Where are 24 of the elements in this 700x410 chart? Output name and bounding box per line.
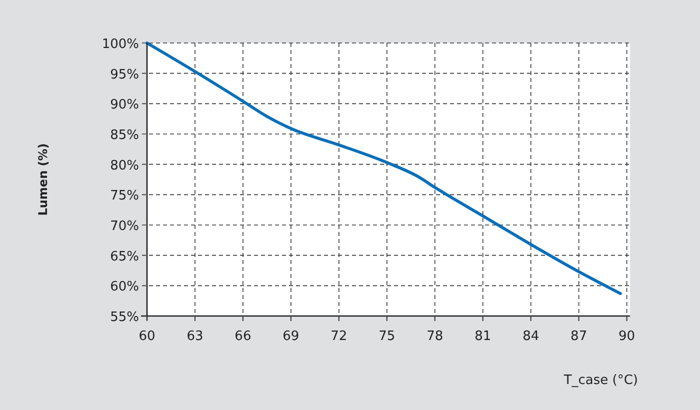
- x-tick-label: 81: [474, 329, 492, 344]
- x-tick-label: 84: [522, 329, 540, 344]
- x-tick-label: 60: [138, 329, 156, 344]
- x-tick-label: 63: [186, 329, 204, 344]
- x-tick-label: 69: [282, 329, 300, 344]
- y-tick-label: 80%: [110, 158, 139, 174]
- y-tick-label: 85%: [110, 128, 139, 143]
- y-tick-label: 65%: [110, 249, 139, 264]
- x-tick-label: 66: [234, 329, 252, 344]
- line-series: [146, 42, 622, 296]
- y-tick-label: 55%: [110, 310, 139, 325]
- y-tick-label: 70%: [110, 219, 139, 234]
- y-tick-label: 100%: [102, 37, 139, 52]
- x-axis-title: T_case (°C): [562, 373, 638, 388]
- x-tick-label: 87: [570, 329, 588, 344]
- y-tick-label: 60%: [110, 280, 139, 295]
- x-tick-label: 90: [618, 329, 636, 344]
- y-tick-label: 75%: [110, 188, 139, 204]
- y-tick-label: 95%: [110, 67, 139, 82]
- x-tick-label: 72: [330, 329, 348, 344]
- y-axis-title: Lumen (%): [36, 143, 50, 216]
- x-tick-label: 78: [426, 329, 444, 344]
- y-tick-label: 90%: [110, 98, 139, 113]
- x-tick-label: 75: [378, 329, 396, 344]
